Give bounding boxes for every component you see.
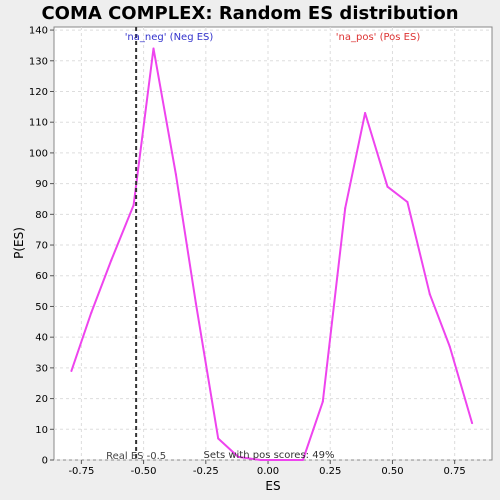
- data-point: [344, 207, 347, 210]
- data-point: [448, 345, 451, 348]
- y-tick-label: 10: [35, 425, 48, 436]
- plot-area: [53, 26, 493, 461]
- y-tick-label: 20: [35, 394, 48, 405]
- data-point: [279, 459, 282, 461]
- x-tick-label: -0.25: [193, 466, 219, 477]
- series-layer: [70, 47, 474, 461]
- data-point: [217, 437, 220, 440]
- annotation-layer: Real ES -0.5 'na_neg' (Neg ES) 'na_pos' (P…: [106, 27, 420, 462]
- y-tick-label: 130: [29, 56, 48, 67]
- chart-title: COMA COMPLEX: Random ES distribution: [41, 3, 458, 24]
- data-point: [471, 422, 474, 425]
- grid-layer: [54, 27, 492, 461]
- y-tick-label: 60: [35, 271, 48, 282]
- data-point: [90, 311, 93, 314]
- data-point: [406, 201, 409, 204]
- y-tick-label: 70: [35, 241, 48, 252]
- data-point: [237, 455, 240, 458]
- x-tick-label: 0.75: [444, 466, 466, 477]
- data-point: [70, 369, 73, 372]
- data-point: [301, 459, 304, 461]
- y-tick-label: 140: [29, 26, 48, 37]
- y-tick-label: 0: [42, 456, 48, 467]
- data-point: [174, 173, 177, 176]
- data-point: [386, 185, 389, 188]
- data-point: [152, 47, 155, 50]
- data-point: [132, 204, 135, 207]
- y-tick-label: 30: [35, 363, 48, 374]
- real-es-label: Real ES -0.5: [106, 451, 166, 462]
- data-point: [194, 302, 197, 305]
- x-tick-label: 0.25: [319, 466, 341, 477]
- x-tick-label: 0.00: [257, 466, 279, 477]
- neg-es-label: 'na_neg' (Neg ES): [125, 32, 214, 43]
- x-tick-label: -0.75: [68, 466, 94, 477]
- axis-layer: 0 10 20 30 40 50 60 70 80 90 100 110 120 130 140 -0.75 -…: [29, 26, 466, 477]
- x-tick-label: 0.50: [381, 466, 403, 477]
- pos-es-label: 'na_pos' (Pos ES): [336, 32, 421, 43]
- x-tick-label: -0.50: [131, 466, 157, 477]
- y-tick-label: 110: [29, 118, 48, 129]
- y-tick-label: 80: [35, 210, 48, 221]
- data-point: [428, 293, 431, 296]
- y-tick-label: 90: [35, 179, 48, 190]
- x-axis-label: ES: [265, 479, 280, 493]
- data-point: [110, 259, 113, 262]
- data-point: [364, 111, 367, 114]
- pos-scores-label: Sets with pos scores: 49%: [204, 450, 335, 461]
- y-tick-label: 120: [29, 87, 48, 98]
- y-tick-label: 50: [35, 302, 48, 313]
- data-point: [259, 459, 262, 461]
- y-axis-label: P(ES): [12, 227, 26, 259]
- y-tick-label: 100: [29, 148, 48, 159]
- data-point: [321, 400, 324, 403]
- series-line: [70, 47, 474, 461]
- y-tick-label: 40: [35, 333, 48, 344]
